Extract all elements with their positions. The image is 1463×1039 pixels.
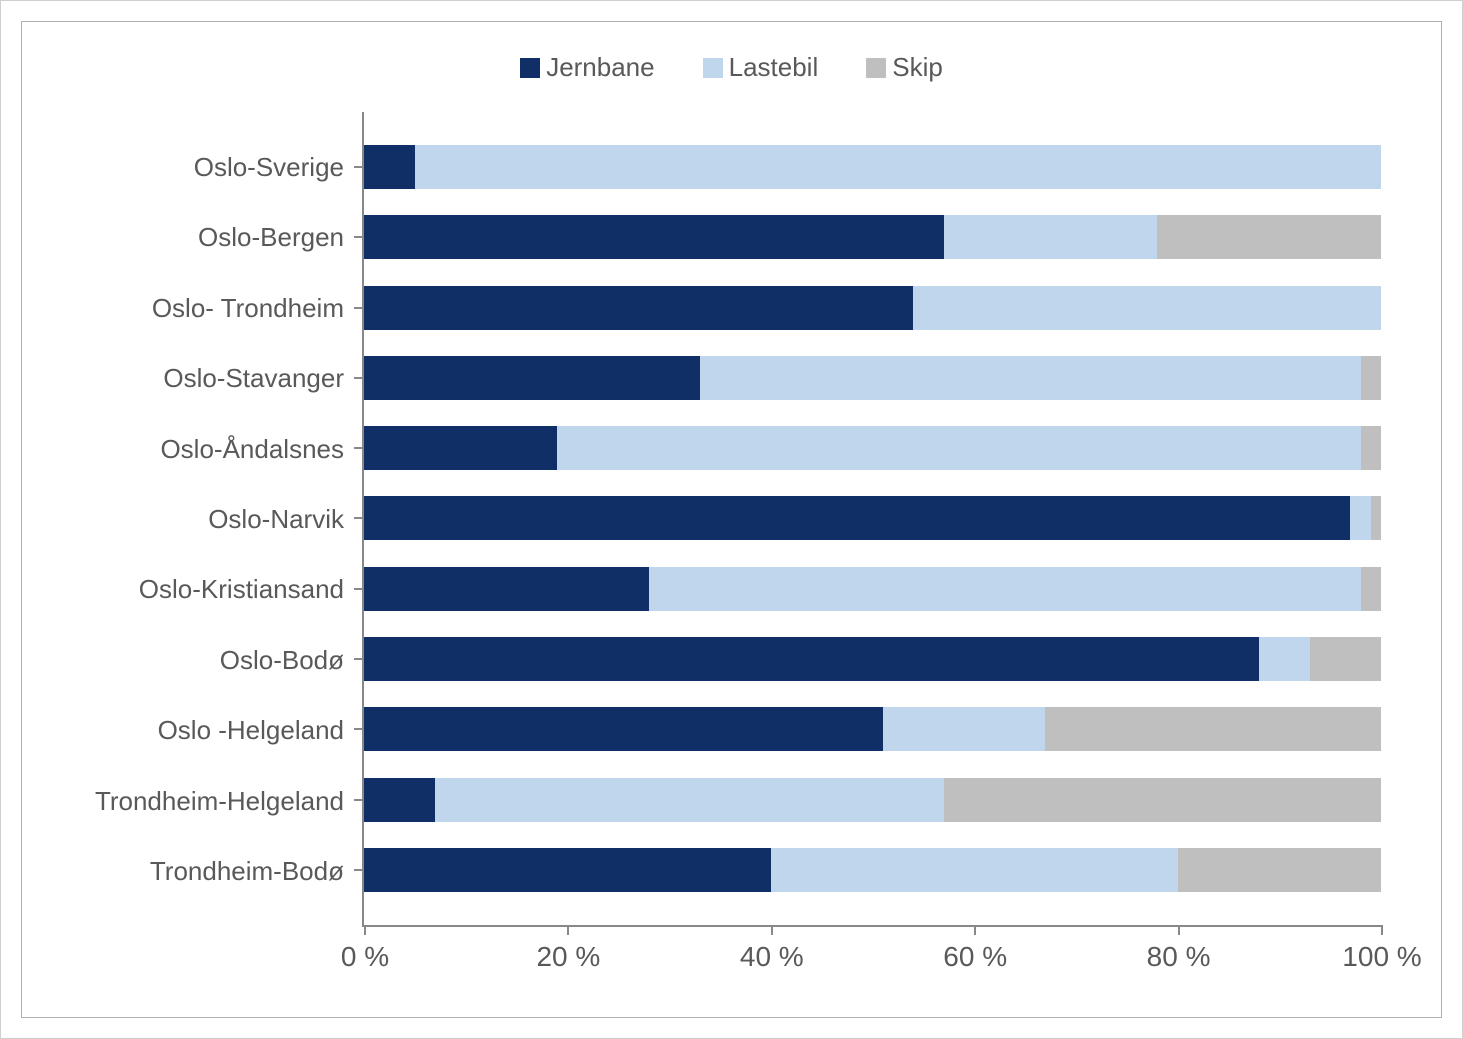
y-axis-label: Oslo-Stavanger: [22, 357, 362, 401]
y-axis-label: Oslo-Sverige: [22, 145, 362, 189]
x-tick: 80 %: [1178, 112, 1179, 925]
bar-segment-lastebil: [913, 286, 1381, 330]
bar-segment-jernbane: [364, 356, 700, 400]
x-tick-mark: [771, 925, 773, 935]
bar-row: [364, 215, 1381, 259]
x-tick-mark: [364, 925, 366, 935]
bar-segment-lastebil: [944, 215, 1158, 259]
bar-segment-jernbane: [364, 707, 883, 751]
bar-segment-lastebil: [883, 707, 1046, 751]
bar-segment-jernbane: [364, 145, 415, 189]
bar-row: [364, 567, 1381, 611]
bar-row: [364, 707, 1381, 751]
legend-swatch-jernbane: [520, 58, 540, 78]
y-axis-labels: Oslo-Sverige Oslo-Bergen Oslo- Trondheim Os…: [22, 112, 362, 927]
bar-segment-jernbane: [364, 778, 435, 822]
bar-segment-skip: [1361, 426, 1381, 470]
y-axis-label: Oslo -Helgeland: [22, 709, 362, 753]
bar-row: [364, 426, 1381, 470]
legend-item-lastebil: Lastebil: [703, 52, 819, 83]
x-tick-label: 80 %: [1147, 941, 1211, 973]
bar-row: [364, 145, 1381, 189]
bar-segment-jernbane: [364, 426, 557, 470]
y-tick-mark: [354, 447, 364, 449]
chart-inner-frame: Jernbane Lastebil Skip Oslo-Sverige Oslo-Be…: [21, 21, 1442, 1018]
bar-segment-skip: [1178, 848, 1381, 892]
x-tick-mark: [1178, 925, 1180, 935]
chart-outer-frame: Jernbane Lastebil Skip Oslo-Sverige Oslo-Be…: [0, 0, 1463, 1039]
legend: Jernbane Lastebil Skip: [22, 52, 1441, 83]
legend-label-jernbane: Jernbane: [546, 52, 654, 83]
bar-row: [364, 496, 1381, 540]
x-tick-mark: [1381, 925, 1383, 935]
bar-segment-skip: [1361, 567, 1381, 611]
legend-label-skip: Skip: [892, 52, 943, 83]
y-tick-mark: [354, 588, 364, 590]
bar-segment-lastebil: [700, 356, 1361, 400]
bar-segment-skip: [1045, 707, 1381, 751]
x-tick-label: 60 %: [943, 941, 1007, 973]
bar-row: [364, 848, 1381, 892]
bar-segment-skip: [944, 778, 1381, 822]
x-tick: 60 %: [974, 112, 975, 925]
y-axis-label: Oslo-Kristiansand: [22, 568, 362, 612]
y-axis-label: Oslo-Bodø: [22, 638, 362, 682]
x-tick: 100 %: [1381, 112, 1382, 925]
bar-segment-jernbane: [364, 496, 1350, 540]
bar-segment-lastebil: [649, 567, 1361, 611]
bar-segment-skip: [1157, 215, 1381, 259]
bar-segment-lastebil: [435, 778, 944, 822]
x-tick-label: 0 %: [341, 941, 389, 973]
bar-segment-skip: [1371, 496, 1381, 540]
x-tick-mark: [567, 925, 569, 935]
bar-row: [364, 778, 1381, 822]
bar-row: [364, 356, 1381, 400]
bar-segment-lastebil: [557, 426, 1360, 470]
bar-segment-jernbane: [364, 637, 1259, 681]
legend-item-jernbane: Jernbane: [520, 52, 654, 83]
y-axis-label: Oslo-Narvik: [22, 497, 362, 541]
y-tick-mark: [354, 377, 364, 379]
bar-segment-skip: [1310, 637, 1381, 681]
y-tick-mark: [354, 728, 364, 730]
bar-segment-lastebil: [1259, 637, 1310, 681]
y-tick-mark: [354, 236, 364, 238]
bar-segment-jernbane: [364, 215, 944, 259]
x-tick-label: 20 %: [536, 941, 600, 973]
bars-container: [364, 112, 1381, 925]
y-tick-mark: [354, 869, 364, 871]
y-axis-label: Trondheim-Bodø: [22, 850, 362, 894]
y-axis-label: Oslo-Åndalsnes: [22, 427, 362, 471]
x-tick-label: 40 %: [740, 941, 804, 973]
y-tick-mark: [354, 658, 364, 660]
bar-segment-jernbane: [364, 567, 649, 611]
bar-segment-skip: [1361, 356, 1381, 400]
y-tick-mark: [354, 799, 364, 801]
legend-label-lastebil: Lastebil: [729, 52, 819, 83]
y-tick-mark: [354, 166, 364, 168]
x-tick: 40 %: [771, 112, 772, 925]
x-tick: 20 %: [567, 112, 568, 925]
y-tick-mark: [354, 517, 364, 519]
bar-segment-jernbane: [364, 286, 913, 330]
bar-row: [364, 286, 1381, 330]
x-tick-label: 100 %: [1342, 941, 1421, 973]
x-tick-mark: [974, 925, 976, 935]
legend-swatch-skip: [866, 58, 886, 78]
y-axis-label: Oslo-Bergen: [22, 216, 362, 260]
x-tick: 0 %: [364, 112, 365, 925]
y-tick-mark: [354, 307, 364, 309]
y-axis-label: Oslo- Trondheim: [22, 286, 362, 330]
bar-segment-lastebil: [1350, 496, 1370, 540]
plot-area: 0 % 20 % 40 % 60 % 80 % 100 %: [362, 112, 1381, 927]
legend-swatch-lastebil: [703, 58, 723, 78]
bar-segment-lastebil: [415, 145, 1381, 189]
legend-item-skip: Skip: [866, 52, 943, 83]
y-axis-label: Trondheim-Helgeland: [22, 779, 362, 823]
bar-row: [364, 637, 1381, 681]
